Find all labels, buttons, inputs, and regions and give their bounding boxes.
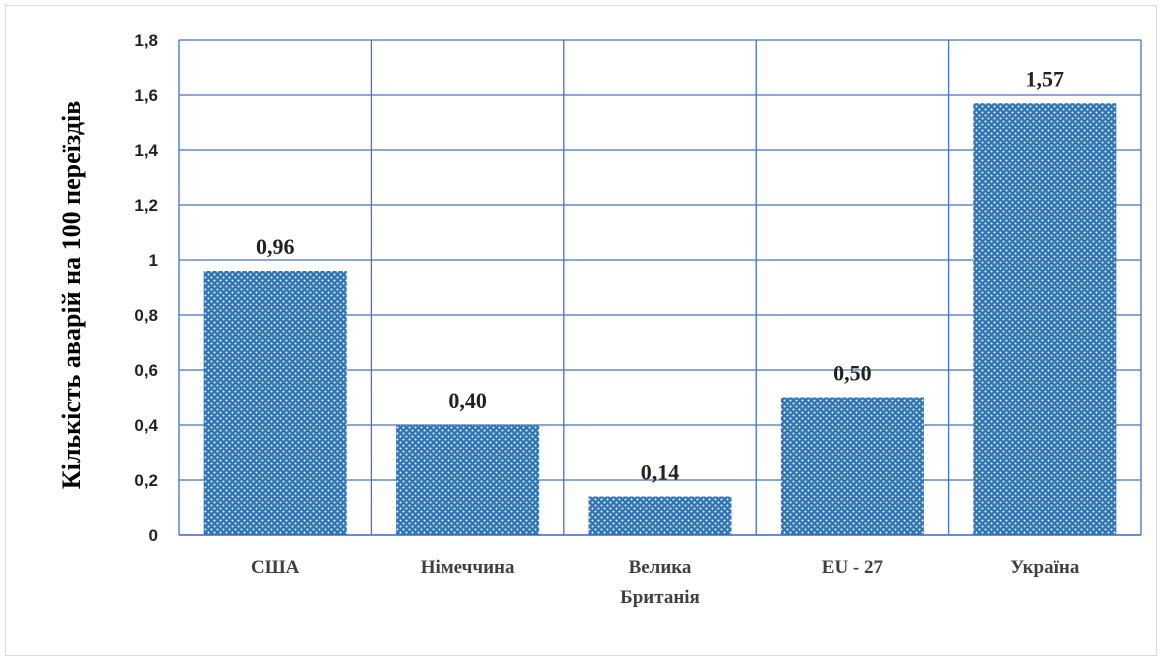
y-tick-label: 0 [149,526,158,545]
y-axis-ticks: 0 0,2 0,4 0,6 0,8 1 1,2 1,4 1,6 1,8 [134,31,158,545]
bar [203,271,347,535]
data-label: 0,50 [833,361,872,386]
bar [973,103,1117,535]
bar [780,397,924,535]
x-axis-ticks: США Німеччина Велика Британія EU - 27 Україна [251,557,1080,608]
y-tick-label: 1,8 [134,31,158,50]
x-tick-label: Велика [629,557,692,578]
x-tick-label: EU - 27 [822,557,884,578]
y-tick-label: 0,2 [134,471,158,490]
data-label: 0,14 [641,460,680,485]
data-label: 0,40 [448,388,487,413]
data-labels: 0,96 0,40 0,14 0,50 1,57 [256,66,1064,484]
bars [203,103,1117,535]
data-label: 1,57 [1026,66,1065,91]
data-label: 0,96 [256,234,295,259]
y-tick-label: 1 [149,251,158,270]
x-tick-label: Україна [1010,557,1080,578]
x-tick-label: Німеччина [421,557,515,578]
chart-frame [5,5,1157,656]
x-tick-label: США [251,557,300,578]
y-tick-label: 1,6 [134,86,158,105]
y-axis-label: Кількість аварій на 100 переїздів [57,101,86,490]
y-tick-label: 1,2 [134,196,158,215]
y-tick-label: 0,6 [134,361,158,380]
x-tick-label: Британія [620,587,700,608]
bar [588,496,732,535]
y-tick-label: 1,4 [134,141,158,160]
y-tick-label: 0,4 [134,416,158,435]
y-tick-label: 0,8 [134,306,158,325]
bar [396,425,540,535]
